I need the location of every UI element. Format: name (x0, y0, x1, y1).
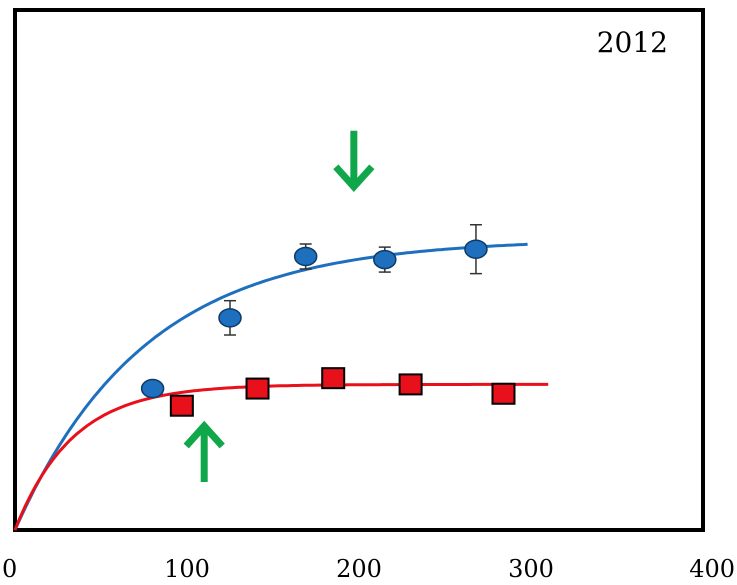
data-point-square (398, 373, 423, 396)
fit-curves (13, 242, 549, 531)
data-point-square (169, 394, 194, 417)
arrow-up-icon (183, 420, 225, 482)
data-point-square (491, 382, 516, 405)
annotations (183, 130, 375, 482)
plot-frame (13, 8, 705, 532)
data-point-circle (373, 249, 397, 270)
panel-label: 2012 (597, 26, 668, 59)
data-point-square (321, 367, 346, 390)
x-axis-ticks: 0 100 200 300 400 (2, 555, 735, 583)
data-point-circle (218, 308, 242, 328)
fit-curve-series-1 (13, 242, 528, 531)
data-point-square (245, 377, 270, 400)
x-tick-label: 200 (336, 555, 382, 583)
x-tick-label: 400 (689, 555, 735, 583)
data-markers (140, 239, 516, 417)
data-point-circle (140, 378, 165, 399)
arrow-down-icon (333, 130, 375, 193)
x-tick-label: 100 (164, 555, 210, 583)
data-point-circle (293, 246, 318, 267)
x-tick-label: 300 (508, 555, 554, 583)
x-tick-label: 0 (2, 555, 17, 583)
data-point-circle (464, 239, 488, 259)
fit-curve-series-2 (13, 382, 549, 531)
